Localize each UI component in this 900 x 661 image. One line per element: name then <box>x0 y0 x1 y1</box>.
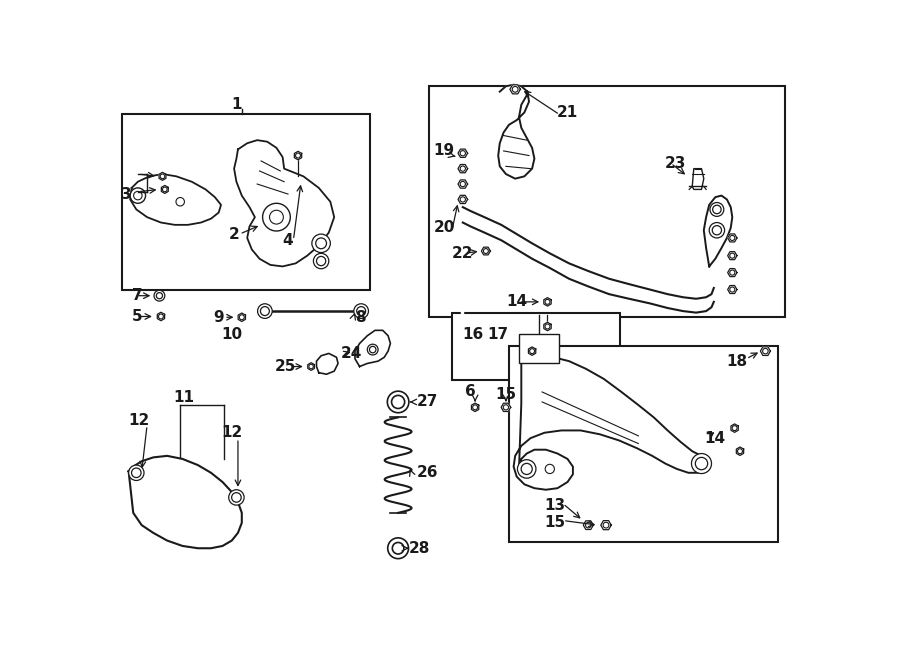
Circle shape <box>354 304 368 319</box>
Polygon shape <box>482 247 490 255</box>
Text: 7: 7 <box>131 288 142 303</box>
Polygon shape <box>161 186 168 194</box>
Text: 1: 1 <box>231 97 242 112</box>
Polygon shape <box>458 165 468 173</box>
Text: 22: 22 <box>452 246 473 261</box>
Circle shape <box>129 465 144 481</box>
Text: 19: 19 <box>434 143 454 159</box>
Text: 4: 4 <box>283 233 293 248</box>
Polygon shape <box>317 354 338 374</box>
Text: 17: 17 <box>488 327 508 342</box>
Polygon shape <box>238 313 246 321</box>
Text: 3: 3 <box>121 186 131 202</box>
Circle shape <box>130 188 146 204</box>
Text: 25: 25 <box>275 359 296 374</box>
Text: 23: 23 <box>664 156 686 171</box>
Text: 9: 9 <box>213 310 224 325</box>
Text: 5: 5 <box>131 309 142 324</box>
Polygon shape <box>458 149 468 157</box>
Text: 12: 12 <box>129 413 150 428</box>
Circle shape <box>312 234 330 253</box>
Text: 6: 6 <box>465 385 476 399</box>
Text: 16: 16 <box>463 327 483 342</box>
Polygon shape <box>760 347 770 356</box>
Circle shape <box>313 253 328 269</box>
Polygon shape <box>234 140 334 266</box>
Text: 2: 2 <box>229 227 239 241</box>
Text: 14: 14 <box>705 430 726 446</box>
Polygon shape <box>130 174 221 225</box>
Circle shape <box>257 304 272 319</box>
Polygon shape <box>528 347 536 356</box>
Polygon shape <box>458 195 468 204</box>
Polygon shape <box>601 521 611 529</box>
Bar <box>452 313 620 380</box>
Circle shape <box>691 453 712 473</box>
Text: 28: 28 <box>409 541 430 556</box>
Polygon shape <box>704 196 733 266</box>
Text: 10: 10 <box>221 327 242 342</box>
Polygon shape <box>728 286 737 293</box>
Polygon shape <box>731 424 738 432</box>
Text: 13: 13 <box>544 498 566 513</box>
Circle shape <box>709 223 725 238</box>
Bar <box>519 334 559 364</box>
Polygon shape <box>728 268 737 276</box>
Bar <box>429 86 785 317</box>
Polygon shape <box>692 169 704 190</box>
Polygon shape <box>355 330 391 367</box>
Text: 26: 26 <box>417 465 438 481</box>
Polygon shape <box>514 356 709 490</box>
Polygon shape <box>510 85 520 94</box>
Circle shape <box>387 391 409 412</box>
Bar <box>122 114 371 290</box>
Text: 15: 15 <box>544 516 566 530</box>
Polygon shape <box>728 252 737 260</box>
Polygon shape <box>499 85 535 178</box>
Circle shape <box>388 538 409 559</box>
Bar <box>509 346 778 542</box>
Polygon shape <box>544 297 551 306</box>
Text: 27: 27 <box>417 395 438 409</box>
Circle shape <box>518 459 536 478</box>
Circle shape <box>367 344 378 355</box>
Text: 18: 18 <box>726 354 748 369</box>
Polygon shape <box>129 456 242 548</box>
Polygon shape <box>583 521 593 529</box>
Polygon shape <box>501 403 510 412</box>
Polygon shape <box>308 363 314 370</box>
Polygon shape <box>159 173 166 180</box>
Circle shape <box>710 202 724 216</box>
Text: 8: 8 <box>355 310 365 325</box>
Circle shape <box>263 204 291 231</box>
Text: 21: 21 <box>557 105 578 120</box>
Text: 20: 20 <box>434 220 455 235</box>
Polygon shape <box>472 403 479 412</box>
Polygon shape <box>158 312 165 321</box>
Text: 24: 24 <box>341 346 363 361</box>
Polygon shape <box>294 151 302 160</box>
Polygon shape <box>728 234 737 242</box>
Text: 11: 11 <box>174 390 194 405</box>
Polygon shape <box>736 447 743 455</box>
Polygon shape <box>458 180 468 188</box>
Text: 15: 15 <box>495 387 517 402</box>
Polygon shape <box>544 323 551 330</box>
Circle shape <box>229 490 244 505</box>
Text: 14: 14 <box>506 294 527 309</box>
Circle shape <box>154 290 165 301</box>
Text: 12: 12 <box>221 425 242 440</box>
